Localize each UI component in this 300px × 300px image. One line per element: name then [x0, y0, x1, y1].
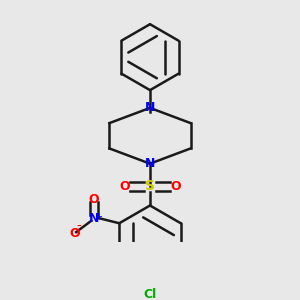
Text: N: N	[89, 212, 99, 225]
Text: O: O	[170, 180, 181, 193]
Text: S: S	[145, 179, 155, 194]
Text: -: -	[76, 220, 81, 234]
Text: N: N	[145, 157, 155, 170]
Text: +: +	[94, 212, 102, 222]
Text: N: N	[145, 101, 155, 114]
Text: Cl: Cl	[143, 288, 157, 300]
Text: O: O	[119, 180, 130, 193]
Text: O: O	[70, 227, 80, 240]
Text: O: O	[88, 193, 99, 206]
